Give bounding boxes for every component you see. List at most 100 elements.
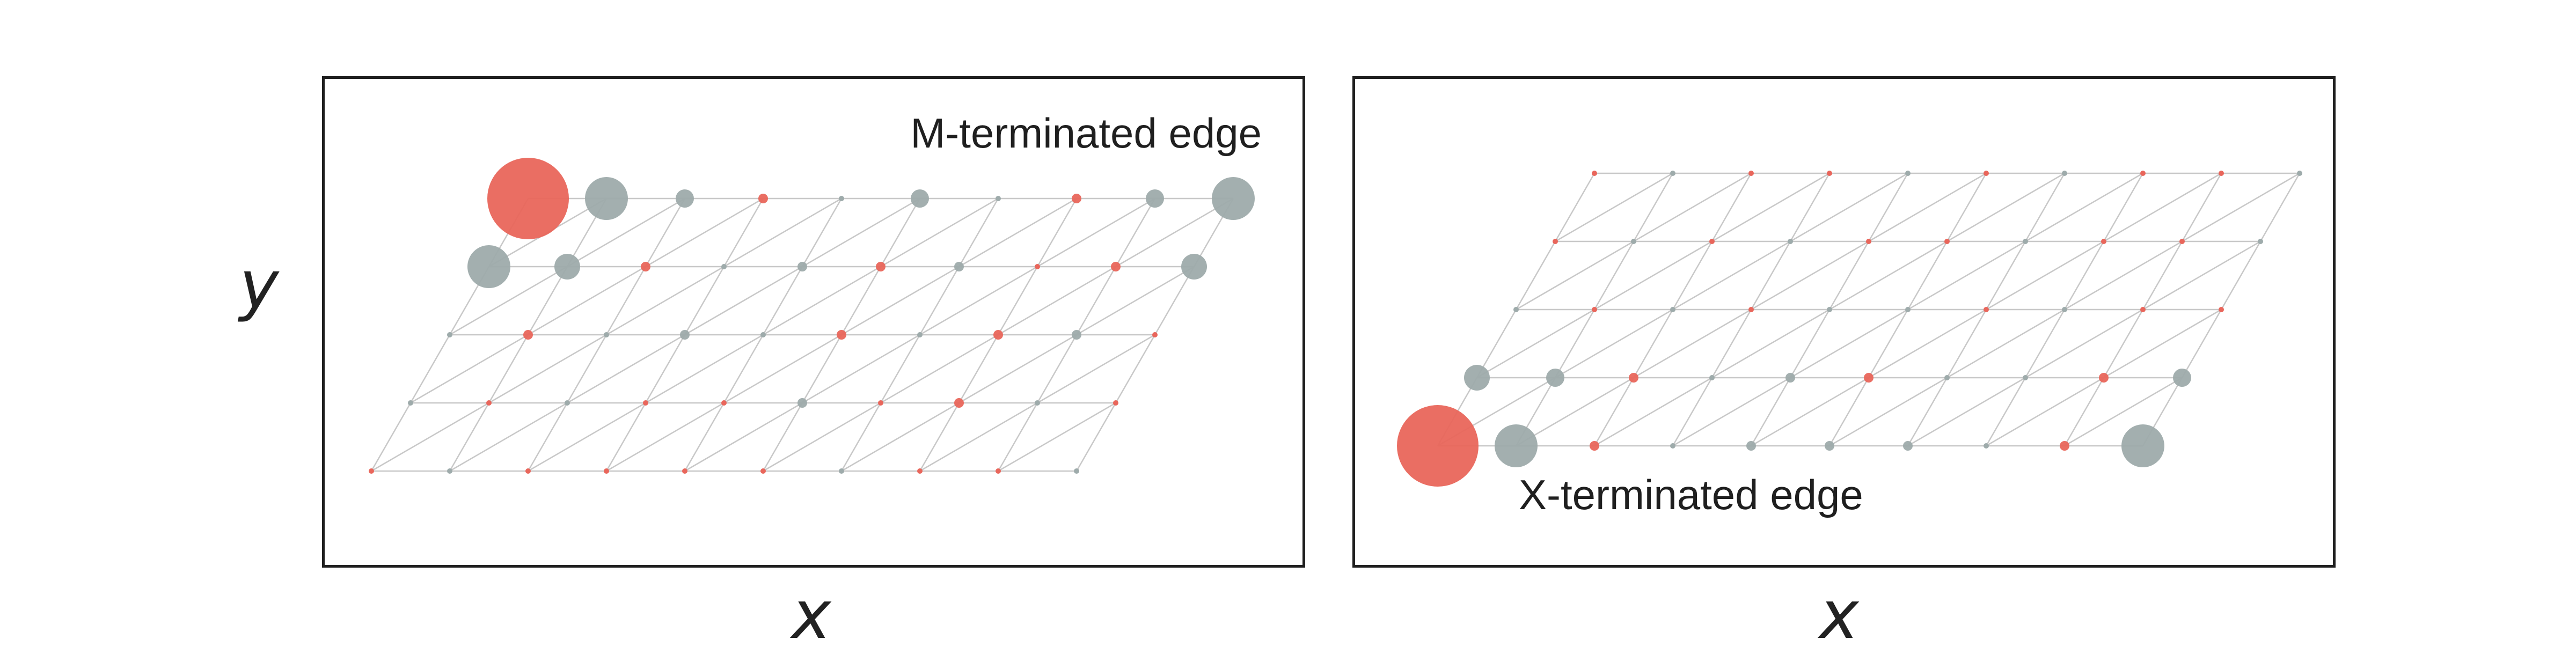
lattice-bond [802,197,920,268]
lattice-bond [1476,308,1595,379]
lattice-bond [1868,173,1909,242]
lattice-bond [763,266,881,336]
atom-m-tiny [1035,264,1040,269]
lattice-svg-x-terminated [1397,171,2302,487]
lattice-bond [1828,377,1870,446]
lattice-bond [1075,402,1117,472]
lattice-bond [841,402,960,472]
lattice-bond [1633,309,1674,378]
atom-m-small [1072,194,1081,203]
lattice-bond [2181,309,2222,378]
lattice-bond [1868,308,1987,379]
lattice-bond [1946,172,2065,243]
lattice-bond [1672,377,1791,447]
lattice-bond [2259,173,2301,242]
atom-m-small [758,194,768,203]
lattice-bond [1555,308,1673,379]
lattice-bond [1037,197,1155,268]
lattice-bond [2220,241,2262,310]
panel-x-terminated: X-terminated edge [1352,76,2336,568]
atom-x-small [1785,373,1795,383]
atom-m-tiny [721,400,727,406]
lattice-bond [2142,241,2183,310]
lattice-bond [684,402,803,472]
atom-x-medium-large [554,254,580,280]
lattice-bonds [370,197,1234,472]
lattice-bond [449,402,568,472]
atom-m-small [1864,373,1874,383]
atom-m-tiny [1152,332,1158,337]
x-axis-label-left: x [792,577,831,654]
lattice-bond [1672,241,1713,310]
atom-x-tiny [1670,307,1675,312]
lattice-bond [606,266,724,336]
lattice-bond [919,402,1038,472]
atom-x-tiny [839,468,844,474]
lattice-bond [880,334,999,404]
lattice-bond [919,266,960,335]
atom-m-small [523,330,533,340]
lattice-sites [369,158,1255,474]
atom-m-small [641,262,650,271]
lattice-svg-m-terminated [369,158,1255,474]
atom-m-tiny [1748,307,1754,312]
atom-m-small [2060,441,2069,451]
lattice-bond [1751,240,1869,311]
lattice-bond [1789,173,1831,242]
lattice-bond [2103,309,2144,378]
atom-m-tiny [1553,239,1558,244]
lattice-bonds [1437,172,2301,447]
atom-x-tiny [1905,307,1911,312]
lattice-bond [723,197,842,268]
atom-x-small [1746,441,1756,451]
lattice-bond [410,334,529,404]
atom-x-medium-large [1464,365,1490,391]
atom-m-tiny [2179,239,2185,244]
lattice-bond [1476,309,1517,378]
lattice-bond [1829,377,1948,447]
lattice-bond [645,197,764,268]
atom-m-tiny [682,468,687,474]
lattice-bond [801,198,843,267]
atom-m-tiny [1866,239,1871,244]
atom-x-medium [2173,369,2191,387]
atom-x-small [1072,330,1081,340]
atom-x-tiny [2023,375,2028,380]
atom-x-small [954,262,964,271]
lattice-bond [527,402,568,472]
lattice-bond [1907,377,2026,447]
lattice-bond [762,402,803,472]
lattice-bond [1037,334,1155,404]
atom-m-tiny [2219,307,2224,312]
atom-m-tiny [917,468,923,474]
atom-x-tiny [2297,171,2302,176]
lattice-bond [2024,173,2066,242]
lattice-bond [840,266,882,335]
atom-m-tiny [2219,171,2224,176]
lattice-bond [1790,308,1908,379]
atom-x-tiny [1035,400,1040,406]
lattice-bond [409,334,451,403]
lattice-bond [1790,172,1908,243]
lattice-bond [1828,241,1870,310]
lattice-bond [528,266,646,336]
lattice-bond [567,334,685,404]
lattice-bond [2063,377,2105,446]
lattice-bond [1594,240,1713,311]
atom-m-small [876,262,885,271]
atom-x-tiny [1709,375,1715,380]
lattice-bond [1789,309,1831,378]
lattice-bond [1868,172,1987,243]
atom-m-small [1111,262,1121,271]
lattice-bond [371,402,489,472]
lattice-bond [1907,241,1948,310]
lattice-bond [567,197,685,268]
lattice-bond [1750,377,1791,446]
atom-x-tiny [917,332,923,337]
atom-m-tiny [760,468,766,474]
lattice-bond [1633,308,1752,379]
lattice-bond [2063,241,2105,310]
lattice-sites [1397,171,2302,487]
lattice-bond [2142,240,2261,311]
atom-m-tiny [2140,171,2146,176]
